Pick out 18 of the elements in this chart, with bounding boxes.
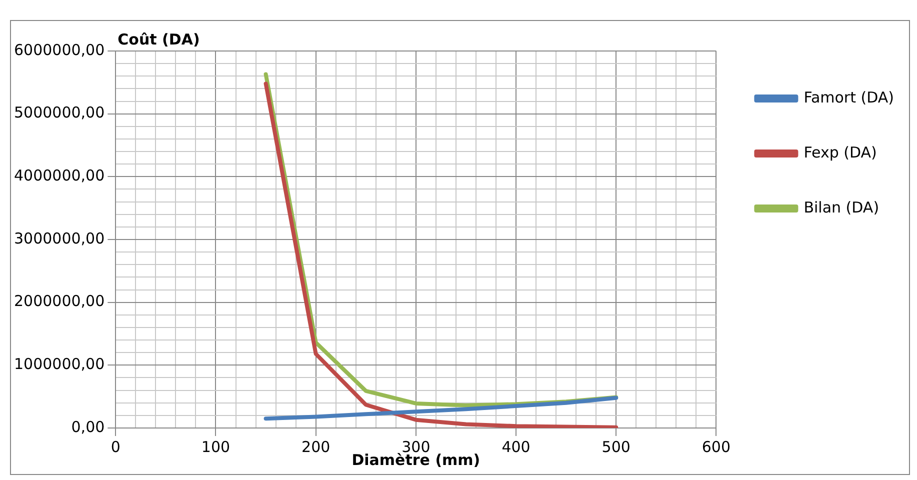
x-tick-label: 300: [402, 438, 430, 456]
x-tick-label: 200: [302, 438, 330, 456]
x-tick-label: 400: [502, 438, 530, 456]
x-tick-label: 500: [602, 438, 630, 456]
x-tick-label: 600: [702, 438, 731, 456]
legend-label: Bilan (DA): [804, 198, 880, 216]
x-tick-label: 0: [110, 438, 120, 456]
x-tick-label: 100: [201, 438, 230, 456]
y-tick-label: 6000000,00: [14, 40, 105, 59]
y-tick-label: 4000000,00: [14, 166, 105, 185]
y-tick-label: 3000000,00: [14, 229, 105, 248]
y-axis-title: Coût (DA): [118, 30, 200, 48]
legend-label: Famort (DA): [804, 88, 894, 106]
y-tick-label: 1000000,00: [14, 355, 105, 374]
y-tick-label: 0,00: [71, 418, 105, 436]
y-tick-label: 5000000,00: [14, 104, 105, 122]
y-tick-label: 2000000,00: [14, 292, 105, 310]
legend-label: Fexp (DA): [804, 143, 877, 162]
